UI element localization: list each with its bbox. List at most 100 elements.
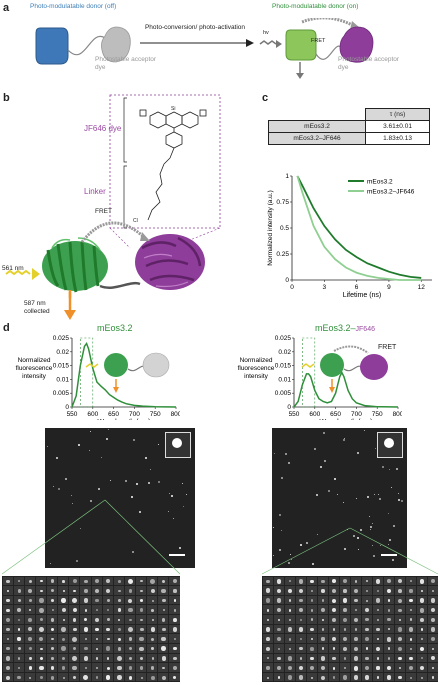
molecule-spot <box>409 676 413 679</box>
molecule-tile <box>136 653 147 663</box>
molecule-tile <box>91 643 102 653</box>
fluorescent-spot <box>80 528 81 529</box>
molecule-tile <box>47 653 58 663</box>
molecule-spot <box>310 618 314 622</box>
fluorescent-spot <box>183 506 184 507</box>
molecule-spot <box>84 666 88 670</box>
molecule-tile <box>273 576 284 586</box>
molecule-spot <box>420 589 424 593</box>
molecule-spot <box>266 579 270 584</box>
molecule-spot <box>116 655 122 661</box>
molecule-spot <box>29 609 32 612</box>
lifetime-table: τ (ns) mEos3.2 3.61±0.01 mEos3.2–JF646 1… <box>268 108 430 145</box>
fluorescent-spot <box>291 559 292 560</box>
molecule-spot <box>117 675 122 680</box>
scale-bar <box>381 554 397 556</box>
molecule-spot <box>162 579 166 583</box>
molecule-tile <box>383 663 394 672</box>
molecule-tile <box>284 653 295 663</box>
fluorescent-spot <box>106 438 108 440</box>
molecule-spot <box>151 647 155 651</box>
molecule-spot <box>386 675 392 681</box>
y-tick-label: 0 <box>285 277 289 284</box>
molecule-tile <box>317 672 328 682</box>
molecule-spot <box>106 588 111 594</box>
molecule-spot <box>420 657 424 660</box>
molecule-tile <box>339 576 350 586</box>
series-line-0 <box>293 370 399 408</box>
molecule-spot <box>84 608 88 612</box>
hv-label: hv <box>263 30 269 36</box>
molecule-tile <box>147 576 158 586</box>
molecule-tile <box>361 595 372 605</box>
molecule-tile <box>124 605 135 615</box>
molecule-spot <box>365 627 369 632</box>
molecule-tile <box>91 624 102 634</box>
molecule-spot <box>266 646 270 651</box>
molecule-spot <box>332 647 336 651</box>
fluorescent-spot <box>392 559 394 561</box>
molecule-spot <box>266 637 270 641</box>
molecule-tile <box>328 615 339 624</box>
molecule-spot <box>128 656 132 660</box>
molecule-tile <box>416 663 427 672</box>
molecule-spot <box>162 609 165 612</box>
molecule-tile <box>273 663 284 672</box>
molecule-spot <box>28 579 32 583</box>
molecule-tile <box>350 624 361 634</box>
fret-label-b: FRET <box>95 208 112 215</box>
x-tick-label: 3 <box>322 284 326 291</box>
molecule-tile <box>2 586 13 595</box>
molecule-spot <box>117 627 121 632</box>
molecule-spot <box>310 599 314 602</box>
molecule-tile <box>394 663 405 672</box>
row-name: mEos3.2–JF646 <box>268 132 366 145</box>
molecule-spot <box>150 578 156 584</box>
molecule-tile <box>416 586 427 595</box>
molecule-tile <box>295 643 306 653</box>
molecule-tile <box>13 605 24 615</box>
molecule-tile <box>147 634 158 643</box>
y-tick-label: 0.015 <box>53 363 70 370</box>
y-tick-label: 0.5 <box>280 225 289 232</box>
molecule-spot <box>50 666 55 670</box>
molecule-spot <box>353 655 359 661</box>
molecule-spot <box>172 579 177 584</box>
molecule-spot <box>173 608 177 612</box>
molecule-spot <box>61 646 67 652</box>
molecule-spot <box>419 578 425 584</box>
molecule-tile <box>284 663 295 672</box>
molecule-spot <box>266 618 270 621</box>
fluorescent-spot <box>158 481 160 483</box>
molecule-tile <box>113 672 124 682</box>
molecule-tile <box>295 634 306 643</box>
molecule-tile <box>328 653 339 663</box>
fluorescent-spot <box>173 518 174 519</box>
molecule-spot <box>409 656 413 660</box>
molecule-tile <box>372 672 383 682</box>
molecule-spot <box>320 666 326 671</box>
molecule-tile <box>113 595 124 605</box>
molecule-tile <box>91 595 102 605</box>
molecule-tile <box>35 653 46 663</box>
molecule-spot <box>364 675 370 680</box>
molecule-tile <box>69 634 80 643</box>
molecule-tile <box>328 672 339 682</box>
molecule-spot <box>430 627 436 632</box>
molecule-tile <box>295 595 306 605</box>
molecule-spot <box>310 646 314 651</box>
molecule-spot <box>95 608 99 612</box>
molecule-tile <box>306 643 317 653</box>
molecule-tile <box>136 663 147 672</box>
molecule-tile <box>124 595 135 605</box>
molecule-spot <box>106 637 110 641</box>
molecule-tile <box>328 624 339 634</box>
molecule-spot <box>173 666 177 670</box>
molecule-spot <box>409 609 413 612</box>
molecule-spot <box>288 599 292 602</box>
molecule-spot <box>18 657 21 660</box>
molecule-spot <box>420 628 424 631</box>
fluorescent-spot <box>186 494 187 495</box>
y-tick-label: 0.005 <box>53 390 70 397</box>
molecule-spot <box>161 675 166 680</box>
